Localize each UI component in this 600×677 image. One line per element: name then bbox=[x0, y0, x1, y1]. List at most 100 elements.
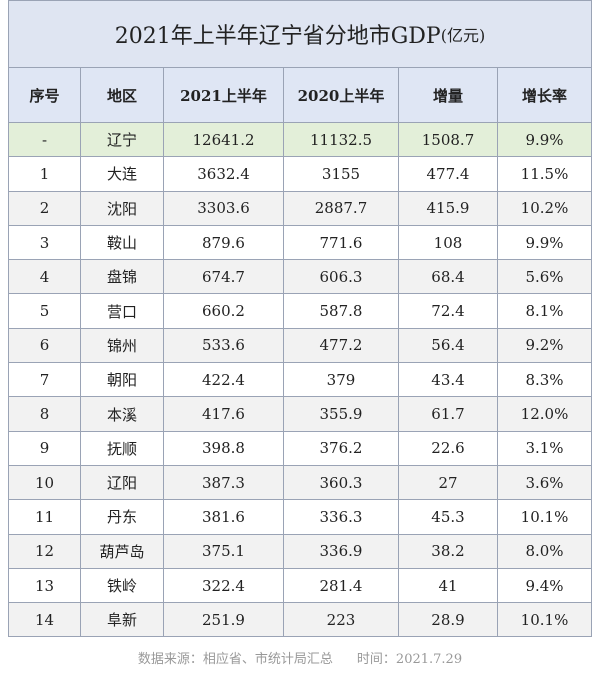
cell: 41 bbox=[398, 568, 497, 603]
cell: 43.4 bbox=[398, 363, 497, 397]
footer: 数据来源：相应省、市统计局汇总 时间：2021.7.29 bbox=[8, 638, 592, 677]
cell: 7 bbox=[8, 363, 80, 397]
table-row: 6 锦州 533.6 477.2 56.4 9.2% bbox=[8, 328, 592, 364]
table-row: 4 盘锦 674.7 606.3 68.4 5.6% bbox=[8, 260, 592, 295]
cell: 12 bbox=[8, 534, 80, 568]
cell: 22.6 bbox=[398, 431, 497, 465]
table-row: 序号 地区 2021上半年 2020上半年 增量 增长率 bbox=[8, 68, 592, 123]
table-row: 11 丹东 381.6 336.3 45.3 10.1% bbox=[8, 500, 592, 535]
cell: 6 bbox=[8, 328, 80, 363]
source: 数据来源：相应省、市统计局汇总 bbox=[137, 652, 333, 667]
cell: 11132.5 bbox=[283, 123, 398, 157]
cell: 9.9% bbox=[497, 225, 592, 260]
cell: 477.4 bbox=[398, 157, 497, 191]
table-card: 2021年上半年辽宁省分地市GDP (亿元) 序号 地区 2021上半年 2020上半年… bbox=[8, 0, 592, 677]
cell: 9.4% bbox=[497, 568, 592, 603]
cell: 盘锦 bbox=[80, 260, 163, 294]
cell: 鞍山 bbox=[80, 225, 163, 260]
cell: 281.4 bbox=[283, 568, 398, 603]
cell: 4 bbox=[8, 260, 80, 294]
cell: 322.4 bbox=[163, 568, 283, 603]
cell: 3632.4 bbox=[163, 157, 283, 191]
cell: 3303.6 bbox=[163, 191, 283, 225]
cell: 10.2% bbox=[497, 191, 592, 225]
cell: - bbox=[8, 123, 80, 157]
table-row: - 辽宁 12641.2 11132.5 1508.7 9.9% bbox=[8, 123, 592, 158]
table-row: 12 葫芦岛 375.1 336.9 38.2 8.0% bbox=[8, 534, 592, 569]
cell: 5 bbox=[8, 294, 80, 328]
cell: 336.3 bbox=[283, 500, 398, 534]
cell: 417.6 bbox=[163, 397, 283, 431]
cell: 879.6 bbox=[163, 225, 283, 260]
cell: 61.7 bbox=[398, 397, 497, 431]
cell: 56.4 bbox=[398, 328, 497, 363]
table-row: 2 沈阳 3303.6 2887.7 415.9 10.2% bbox=[8, 191, 592, 226]
table-row: 10 辽阳 387.3 360.3 27 3.6% bbox=[8, 465, 592, 501]
cell: 376.2 bbox=[283, 431, 398, 465]
cell: 9.9% bbox=[497, 123, 592, 157]
cell: 12641.2 bbox=[163, 123, 283, 157]
cell: 422.4 bbox=[163, 363, 283, 397]
cell: 3.1% bbox=[497, 431, 592, 465]
cell: 45.3 bbox=[398, 500, 497, 534]
cell: 朝阳 bbox=[80, 363, 163, 397]
table-row: 7 朝阳 422.4 379 43.4 8.3% bbox=[8, 363, 592, 398]
cell: 抚顺 bbox=[80, 431, 163, 465]
table-row: 8 本溪 417.6 355.9 61.7 12.0% bbox=[8, 397, 592, 432]
cell: 2 bbox=[8, 191, 80, 225]
cell: 阜新 bbox=[80, 603, 163, 637]
table-row: 13 铁岭 322.4 281.4 41 9.4% bbox=[8, 568, 592, 604]
cell: 587.8 bbox=[283, 294, 398, 328]
title-bar: 2021年上半年辽宁省分地市GDP (亿元) bbox=[8, 0, 592, 68]
cell: 3155 bbox=[283, 157, 398, 191]
cell: 营口 bbox=[80, 294, 163, 328]
cell: 379 bbox=[283, 363, 398, 397]
cell: 沈阳 bbox=[80, 191, 163, 225]
cell: 8.3% bbox=[497, 363, 592, 397]
cell: 3.6% bbox=[497, 465, 592, 500]
cell: 增长率 bbox=[497, 68, 592, 122]
cell: 11.5% bbox=[497, 157, 592, 191]
cell: 1 bbox=[8, 157, 80, 191]
cell: 增量 bbox=[398, 68, 497, 122]
cell: 27 bbox=[398, 465, 497, 500]
cell: 533.6 bbox=[163, 328, 283, 363]
cell: 251.9 bbox=[163, 603, 283, 637]
cell: 地区 bbox=[80, 68, 163, 122]
table-row: 1 大连 3632.4 3155 477.4 11.5% bbox=[8, 157, 592, 192]
cell: 本溪 bbox=[80, 397, 163, 431]
cell: 38.2 bbox=[398, 534, 497, 568]
cell: 68.4 bbox=[398, 260, 497, 294]
cell: 336.9 bbox=[283, 534, 398, 568]
cell: 3 bbox=[8, 225, 80, 260]
cell: 28.9 bbox=[398, 603, 497, 637]
cell: 12.0% bbox=[497, 397, 592, 431]
cell: 14 bbox=[8, 603, 80, 637]
cell: 丹东 bbox=[80, 500, 163, 534]
cell: 771.6 bbox=[283, 225, 398, 260]
cell: 8.0% bbox=[497, 534, 592, 568]
cell: 辽宁 bbox=[80, 123, 163, 157]
cell: 660.2 bbox=[163, 294, 283, 328]
cell: 序号 bbox=[8, 68, 80, 122]
table: 序号 地区 2021上半年 2020上半年 增量 增长率 - 辽宁 12641.2 11132.5… bbox=[8, 68, 592, 638]
table-row: 9 抚顺 398.8 376.2 22.6 3.1% bbox=[8, 431, 592, 466]
cell: 大连 bbox=[80, 157, 163, 191]
table-row: 3 鞍山 879.6 771.6 108 9.9% bbox=[8, 225, 592, 261]
cell: 477.2 bbox=[283, 328, 398, 363]
cell: 葫芦岛 bbox=[80, 534, 163, 568]
cell: 375.1 bbox=[163, 534, 283, 568]
cell: 10 bbox=[8, 465, 80, 500]
cell: 223 bbox=[283, 603, 398, 637]
cell: 10.1% bbox=[497, 603, 592, 637]
cell: 606.3 bbox=[283, 260, 398, 294]
cell: 381.6 bbox=[163, 500, 283, 534]
cell: 8 bbox=[8, 397, 80, 431]
title-unit: (亿元) bbox=[440, 26, 486, 45]
cell: 10.1% bbox=[497, 500, 592, 534]
cell: 108 bbox=[398, 225, 497, 260]
date: 时间：2021.7.29 bbox=[356, 652, 463, 667]
cell: 铁岭 bbox=[80, 568, 163, 603]
cell: 5.6% bbox=[497, 260, 592, 294]
